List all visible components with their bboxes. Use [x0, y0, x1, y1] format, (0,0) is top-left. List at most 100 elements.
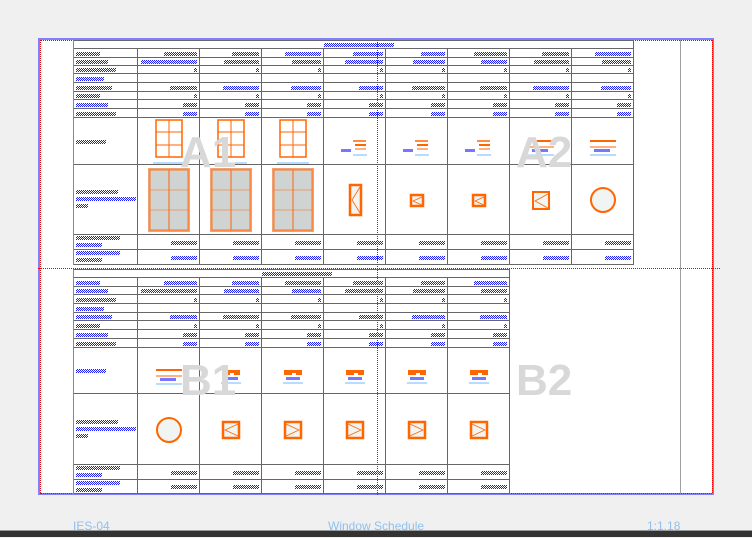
schedule-cell[interactable]: [324, 92, 386, 100]
schedule-cell[interactable]: [138, 330, 200, 339]
row-label-cell[interactable]: [74, 313, 138, 321]
schedule-cell[interactable]: [200, 295, 262, 304]
schedule-cell[interactable]: [200, 480, 262, 494]
schedule-cell[interactable]: [386, 92, 448, 100]
schedule-cell[interactable]: [386, 480, 448, 494]
schedule-cell[interactable]: [324, 66, 386, 74]
schedule-cell[interactable]: [324, 109, 386, 118]
schedule-cell[interactable]: [138, 83, 200, 92]
schedule-cell[interactable]: [510, 118, 572, 165]
schedule-cell[interactable]: [386, 330, 448, 339]
schedule-cell[interactable]: [262, 330, 324, 339]
schedule-cell[interactable]: [572, 58, 634, 66]
row-label-cell[interactable]: [74, 165, 138, 235]
schedule-cell[interactable]: [448, 49, 510, 58]
schedule-cell[interactable]: [262, 465, 324, 480]
schedule-cell[interactable]: [386, 49, 448, 58]
schedule-cell[interactable]: [572, 250, 634, 265]
schedule-cell[interactable]: [138, 109, 200, 118]
schedule-cell[interactable]: [324, 58, 386, 66]
schedule-cell[interactable]: [200, 278, 262, 287]
schedule-cell[interactable]: [386, 278, 448, 287]
schedule-cell[interactable]: [324, 330, 386, 339]
schedule-cell[interactable]: [138, 304, 200, 313]
schedule-cell[interactable]: [448, 321, 510, 330]
schedule-cell[interactable]: [448, 480, 510, 494]
schedule-cell[interactable]: [386, 394, 448, 465]
schedule-cell[interactable]: [510, 74, 572, 83]
schedule-cell[interactable]: [138, 321, 200, 330]
schedule-cell[interactable]: [448, 394, 510, 465]
schedule-cell[interactable]: [324, 313, 386, 321]
schedule-cell[interactable]: [572, 83, 634, 92]
schedule-cell[interactable]: [262, 304, 324, 313]
schedule-cell[interactable]: [262, 83, 324, 92]
schedule-cell[interactable]: [386, 250, 448, 265]
schedule-cell[interactable]: [448, 118, 510, 165]
schedule-cell[interactable]: [262, 278, 324, 287]
schedule-cell[interactable]: [510, 165, 572, 235]
schedule-cell[interactable]: [448, 295, 510, 304]
schedule-cell[interactable]: [200, 313, 262, 321]
schedule-cell[interactable]: [138, 235, 200, 250]
schedule-cell[interactable]: [262, 313, 324, 321]
row-label-cell[interactable]: [74, 83, 138, 92]
row-label-cell[interactable]: [74, 295, 138, 304]
row-label-cell[interactable]: [74, 66, 138, 74]
schedule-cell[interactable]: [572, 92, 634, 100]
schedule-cell[interactable]: [386, 58, 448, 66]
schedule-cell[interactable]: [386, 313, 448, 321]
schedule-cell[interactable]: [448, 304, 510, 313]
schedule-cell[interactable]: [138, 287, 200, 295]
schedule-cell[interactable]: [324, 465, 386, 480]
row-label-cell[interactable]: [74, 330, 138, 339]
schedule-cell[interactable]: [200, 304, 262, 313]
schedule-cell[interactable]: [138, 465, 200, 480]
schedule-cell[interactable]: [386, 465, 448, 480]
schedule-cell[interactable]: [510, 100, 572, 109]
schedule-cell[interactable]: [572, 109, 634, 118]
schedule-cell[interactable]: [138, 74, 200, 83]
schedule-cell[interactable]: [386, 235, 448, 250]
schedule-cell[interactable]: [262, 109, 324, 118]
schedule-cell[interactable]: [262, 480, 324, 494]
schedule-cell[interactable]: [262, 321, 324, 330]
schedule-cell[interactable]: [324, 295, 386, 304]
row-label-cell[interactable]: [74, 74, 138, 83]
schedule-cell[interactable]: [448, 58, 510, 66]
row-label-cell[interactable]: [74, 287, 138, 295]
schedule-cell[interactable]: [262, 74, 324, 83]
schedule-cell[interactable]: [262, 287, 324, 295]
row-label-cell[interactable]: [74, 109, 138, 118]
schedule-cell[interactable]: [386, 339, 448, 348]
schedule-cell[interactable]: [200, 250, 262, 265]
schedule-cell[interactable]: [262, 100, 324, 109]
schedule-cell[interactable]: [138, 49, 200, 58]
schedule-cell[interactable]: [200, 321, 262, 330]
schedule-cell[interactable]: [324, 278, 386, 287]
row-label-cell[interactable]: [74, 394, 138, 465]
schedule-cell[interactable]: [262, 58, 324, 66]
schedule-cell[interactable]: [324, 339, 386, 348]
row-label-cell[interactable]: [74, 480, 138, 494]
schedule-cell[interactable]: [138, 480, 200, 494]
row-label-cell[interactable]: [74, 465, 138, 480]
schedule-cell[interactable]: [262, 250, 324, 265]
schedule-cell[interactable]: [324, 304, 386, 313]
schedule-cell[interactable]: [200, 109, 262, 118]
row-label-cell[interactable]: [74, 58, 138, 66]
schedule-cell[interactable]: [324, 235, 386, 250]
schedule-cell[interactable]: [200, 330, 262, 339]
schedule-cell[interactable]: [138, 100, 200, 109]
schedule-cell[interactable]: [138, 394, 200, 465]
row-label-cell[interactable]: [74, 118, 138, 165]
schedule-cell[interactable]: [448, 348, 510, 394]
schedule-cell[interactable]: [572, 74, 634, 83]
row-label-cell[interactable]: [74, 278, 138, 287]
schedule-cell[interactable]: [200, 100, 262, 109]
schedule-cell[interactable]: [386, 100, 448, 109]
schedule-cell[interactable]: [510, 83, 572, 92]
schedule-cell[interactable]: [200, 339, 262, 348]
schedule-cell[interactable]: [200, 394, 262, 465]
schedule-cell[interactable]: [448, 278, 510, 287]
